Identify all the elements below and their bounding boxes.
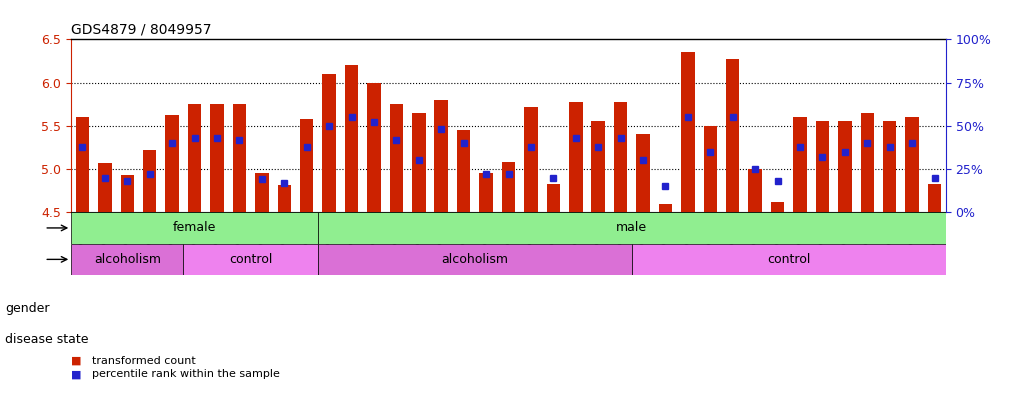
Text: disease state: disease state: [5, 333, 88, 347]
FancyBboxPatch shape: [632, 244, 946, 275]
Bar: [659, 204, 672, 212]
Text: ■: ■: [71, 369, 81, 379]
Bar: [704, 126, 717, 212]
Text: male: male: [616, 221, 648, 235]
Bar: [121, 175, 134, 212]
Bar: [883, 121, 896, 212]
Bar: [928, 184, 942, 212]
Bar: [166, 114, 179, 212]
Bar: [75, 117, 89, 212]
Bar: [188, 104, 201, 212]
Text: control: control: [229, 253, 273, 266]
Bar: [681, 52, 695, 212]
FancyBboxPatch shape: [71, 244, 183, 275]
Text: transformed count: transformed count: [92, 356, 195, 365]
Bar: [434, 100, 447, 212]
Bar: [479, 173, 493, 212]
FancyBboxPatch shape: [318, 212, 946, 244]
Bar: [860, 113, 874, 212]
Text: percentile rank within the sample: percentile rank within the sample: [92, 369, 280, 379]
Bar: [390, 104, 403, 212]
Bar: [345, 65, 358, 212]
Bar: [233, 104, 246, 212]
Bar: [793, 117, 806, 212]
Bar: [637, 134, 650, 212]
Bar: [905, 117, 919, 212]
Bar: [367, 83, 380, 212]
Bar: [614, 101, 627, 212]
Text: gender: gender: [5, 302, 50, 315]
Bar: [838, 121, 851, 212]
Text: alcoholism: alcoholism: [441, 253, 508, 266]
Bar: [726, 59, 739, 212]
FancyBboxPatch shape: [318, 244, 632, 275]
Bar: [749, 169, 762, 212]
Bar: [255, 173, 268, 212]
Text: alcoholism: alcoholism: [94, 253, 161, 266]
Bar: [501, 162, 516, 212]
Bar: [457, 130, 471, 212]
Bar: [771, 202, 784, 212]
Bar: [592, 121, 605, 212]
Bar: [524, 107, 538, 212]
Text: ■: ■: [71, 356, 81, 365]
FancyBboxPatch shape: [71, 212, 318, 244]
FancyBboxPatch shape: [183, 244, 318, 275]
Text: GDS4879 / 8049957: GDS4879 / 8049957: [71, 23, 212, 37]
Bar: [143, 150, 157, 212]
Text: female: female: [173, 221, 217, 235]
Bar: [546, 184, 560, 212]
Bar: [570, 101, 583, 212]
Bar: [278, 185, 291, 212]
Bar: [98, 163, 112, 212]
Bar: [211, 104, 224, 212]
Text: control: control: [767, 253, 811, 266]
Bar: [322, 74, 336, 212]
Bar: [300, 119, 313, 212]
Bar: [816, 121, 829, 212]
Bar: [412, 113, 425, 212]
